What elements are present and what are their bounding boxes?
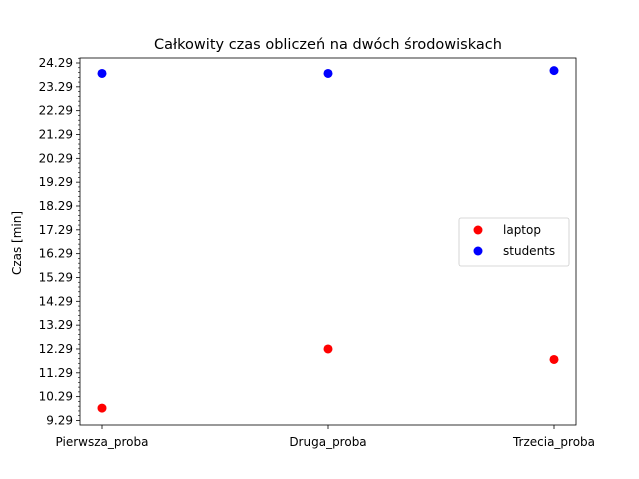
y-tick-label: 22.29 (39, 104, 73, 118)
y-tick-label: 23.29 (39, 80, 73, 94)
data-point-laptop (97, 403, 107, 413)
data-point-students (97, 68, 107, 78)
x-tick-label: Pierwsza_proba (56, 435, 149, 449)
y-axis-label: Czas [min] (10, 211, 24, 275)
data-points (97, 66, 559, 413)
y-tick-label: 13.29 (39, 318, 73, 332)
y-tick-label: 19.29 (39, 175, 73, 189)
legend-marker (473, 225, 483, 235)
x-tick-label: Trzecia_proba (512, 435, 595, 449)
chart-title: Całkowity czas obliczeń na dwóch środowi… (154, 37, 502, 53)
legend-box (458, 217, 570, 267)
y-tick-label: 12.29 (39, 342, 73, 356)
y-tick-label: 15.29 (39, 270, 73, 284)
y-tick-label: 20.29 (39, 151, 73, 165)
y-tick-label: 11.29 (39, 366, 73, 380)
y-axis-ticks: 9.29 10.29 11.29 12.29 13.29 14.29 15.29 16.29 1… (39, 56, 80, 427)
y-tick-label: 21.29 (39, 127, 73, 141)
data-point-laptop (323, 344, 333, 354)
y-tick-label: 14.29 (39, 294, 73, 308)
y-tick-label: 18.29 (39, 199, 73, 213)
data-point-students (549, 66, 559, 76)
legend-label: students (503, 244, 555, 258)
x-axis-ticks: Pierwsza_proba Druga_proba Trzecia_proba (56, 425, 595, 449)
y-tick-label: 9.29 (46, 413, 73, 427)
data-point-students (323, 68, 333, 78)
data-point-laptop (549, 354, 559, 364)
y-tick-label: 10.29 (39, 390, 73, 404)
legend: laptop students (458, 217, 570, 267)
x-tick-label: Druga_proba (289, 435, 366, 449)
y-tick-label: 17.29 (39, 223, 73, 237)
y-tick-label: 24.29 (39, 56, 73, 70)
legend-label: laptop (503, 223, 541, 237)
legend-marker (473, 246, 483, 256)
y-tick-label: 16.29 (39, 247, 73, 261)
